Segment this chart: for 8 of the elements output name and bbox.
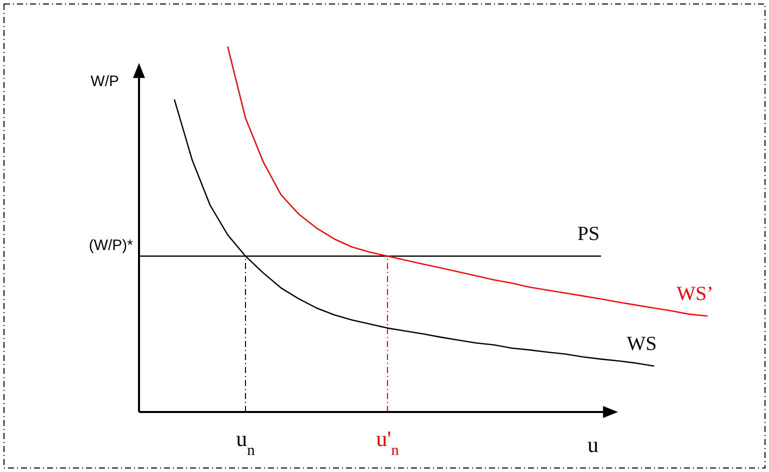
x-tick-label: u$_{n}$ — [236, 426, 256, 458]
series-label: WS — [626, 333, 657, 356]
series-label: WS’ — [676, 283, 714, 306]
annotation: (W/P)* — [88, 237, 134, 254]
y-axis-title: W/P — [90, 73, 119, 90]
x-tick-label: u'$_{n}$ — [376, 426, 400, 458]
x-axis-title: u — [588, 432, 598, 457]
series-label: PS — [577, 223, 600, 246]
